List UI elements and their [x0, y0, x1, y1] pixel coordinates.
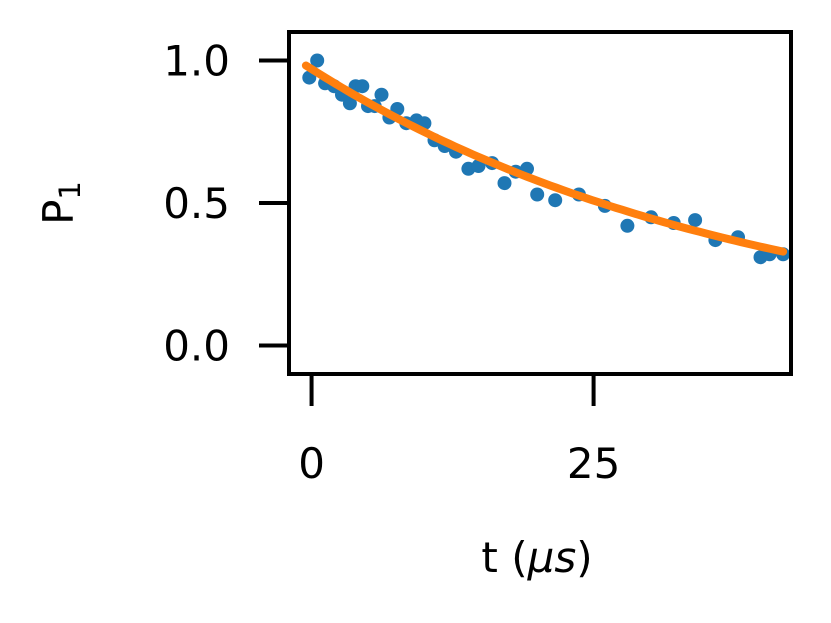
data-point — [310, 53, 325, 68]
data-point — [497, 176, 512, 191]
x-axis-label-main: t ( — [481, 533, 527, 582]
data-point — [688, 213, 703, 228]
data-point — [374, 87, 389, 102]
plot-data-layer — [301, 53, 791, 265]
x-axis-label-unit: μs — [527, 533, 577, 582]
data-point — [620, 218, 635, 233]
data-point — [355, 79, 370, 94]
x-axis-label: t (μs) — [481, 533, 592, 582]
data-point — [342, 96, 357, 111]
x-axis-label-close: ) — [576, 533, 592, 582]
x-tick-label: 0 — [298, 439, 325, 488]
axis-layer: 0 25 0.0 0.5 1.0 — [163, 37, 620, 489]
y-tick-label: 0.0 — [163, 322, 230, 371]
fit-curve — [301, 61, 788, 256]
y-axis-label-main: P — [34, 200, 83, 225]
data-point — [548, 193, 563, 208]
y-tick-label: 1.0 — [163, 37, 230, 86]
y-axis-label: P1 — [34, 181, 87, 225]
x-tick-label: 25 — [567, 439, 620, 488]
data-point — [530, 187, 545, 202]
y-axis-label-subscript: 1 — [53, 181, 87, 199]
y-tick-label: 0.5 — [163, 179, 230, 228]
